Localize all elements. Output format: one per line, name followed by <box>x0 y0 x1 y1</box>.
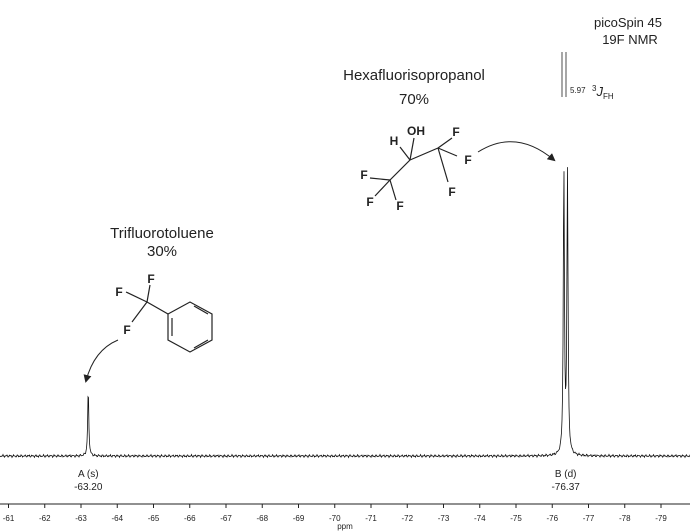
spectrum-trace <box>0 167 690 459</box>
atom-h: H <box>390 134 399 148</box>
peak-labels: A (s) -63.20 B (d) -76.37 <box>74 469 580 493</box>
atom-f: F <box>396 199 403 213</box>
coupling-value: 5.97 <box>570 86 586 95</box>
coupling-superscript: 3 <box>592 84 597 93</box>
arrow-to-peak-a <box>83 339 119 383</box>
x-tick-label: -79 <box>655 514 667 523</box>
arrow-to-peak-b <box>477 141 556 162</box>
x-tick-label: -76 <box>546 514 558 523</box>
x-tick-label: -72 <box>401 514 413 523</box>
atom-oh: OH <box>407 124 425 138</box>
compound-b-name: Hexafluorisopropanol <box>343 67 485 84</box>
peak-label: B (d) <box>555 469 577 480</box>
instrument-label: picoSpin 45 <box>594 15 662 30</box>
trifluorotoluene-structure: F F F <box>115 272 213 353</box>
compound-a-percent: 30% <box>147 243 177 260</box>
x-tick-label: -69 <box>293 514 305 523</box>
x-tick-label: -64 <box>111 514 123 523</box>
x-tick-label: -74 <box>474 514 486 523</box>
atom-f: F <box>366 195 373 209</box>
x-tick-label: -66 <box>184 514 196 523</box>
peak-shift-label: -63.20 <box>74 482 103 493</box>
atom-f: F <box>147 272 154 286</box>
atom-f: F <box>448 185 455 199</box>
x-tick-label: -70 <box>329 514 341 523</box>
coupling-j: J <box>595 84 603 99</box>
atom-f: F <box>464 153 471 167</box>
x-tick-label: -65 <box>148 514 160 523</box>
atom-f: F <box>360 168 367 182</box>
x-tick-label: -67 <box>220 514 232 523</box>
peak-label: A (s) <box>78 469 99 480</box>
x-tick-label: -75 <box>510 514 522 523</box>
x-axis-label: ppm <box>337 522 353 531</box>
coupling-subscript: FH <box>603 92 614 101</box>
x-tick-label: -68 <box>256 514 268 523</box>
x-tick-label: -78 <box>619 514 631 523</box>
x-tick-label: -61 <box>3 514 15 523</box>
hfip-structure: OH H F F F F F F <box>360 124 471 213</box>
x-axis: -61 -62 -63 -64 -65 -66 -67 -68 -69 -70 -71 -72 -73 -… <box>0 503 690 523</box>
x-tick-label: -63 <box>75 514 87 523</box>
peak-shift-label: -76.37 <box>551 482 580 493</box>
atom-f: F <box>452 125 459 139</box>
experiment-label: 19F NMR <box>602 32 658 47</box>
x-tick-label: -62 <box>39 514 51 523</box>
compound-b-percent: 70% <box>399 91 429 108</box>
coupling-symbol: 3JFH <box>592 84 614 101</box>
atom-f: F <box>123 323 130 337</box>
coupling-inset <box>561 52 567 97</box>
x-tick-label: -73 <box>438 514 450 523</box>
x-tick-label: -71 <box>365 514 377 523</box>
atom-f: F <box>115 285 122 299</box>
x-tick-label: -77 <box>583 514 595 523</box>
compound-a-name: Trifluorotoluene <box>110 225 214 242</box>
